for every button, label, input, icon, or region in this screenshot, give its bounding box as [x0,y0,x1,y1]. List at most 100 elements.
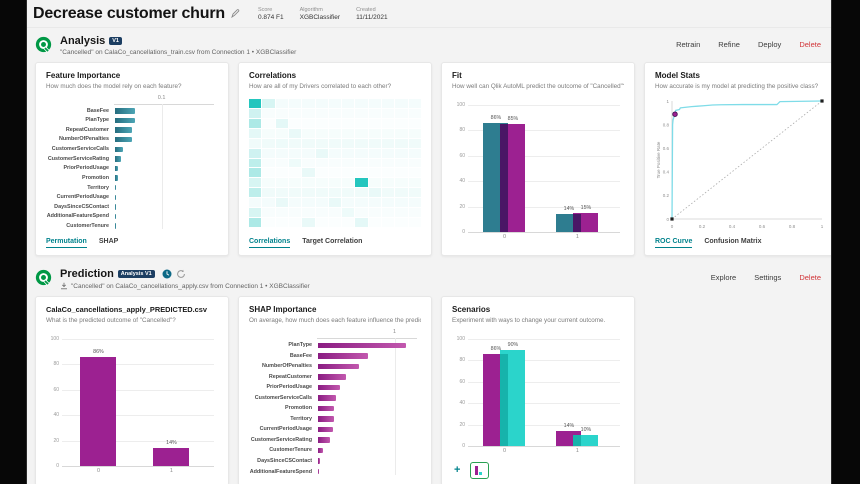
bar-currentperiodusage [318,426,333,433]
deploy-button[interactable]: Deploy [757,40,782,49]
heatmap-cell [368,128,382,138]
heatmap-cell [249,168,262,178]
edit-title-icon[interactable] [231,9,240,18]
retrain-button[interactable]: Retrain [676,40,701,49]
card-title: Fit [452,71,462,80]
tab-roc-curve[interactable]: ROC Curve [655,238,693,248]
svg-text:0.6: 0.6 [663,146,670,151]
roc-curve-chart: 0 0.2 0.4 0.6 0.8 1 0 0.2 0.4 0.6 0.8 1 True Positiv… [655,95,827,231]
bar-customerservicecalls [115,146,123,153]
tab-target-correlation[interactable]: Target Correlation [302,238,363,245]
heatmap-cell [302,138,315,148]
analysis-version-badge: V1 [109,36,122,46]
heatmap-cell [369,119,381,128]
heatmap-cell [262,168,274,177]
svg-text:1: 1 [666,99,669,104]
explore-button[interactable]: Explore [710,273,737,282]
card-title: CalaCo_cancellations_apply_PREDICTED.csv [46,305,208,314]
tab-correlations[interactable]: Correlations [249,238,291,248]
heatmap-cell [342,208,355,218]
gridline [468,232,620,233]
heatmap-cell [315,138,328,148]
page-title: Decrease customer churn [33,4,225,22]
heatmap-cell [275,198,288,208]
card-scenarios: Scenarios Experiment with ways to change… [441,296,635,484]
heatmap-cell [329,119,341,128]
download-icon[interactable] [60,282,68,290]
card-subtitle: What is the predicted outcome of "Cancel… [46,317,176,324]
heatmap-cell [382,159,394,168]
heatmap-cell [408,148,421,158]
feature-importance-chart: 0.1 BaseFee PlanType RepeatCustomer NumberOf… [46,95,218,231]
heatmap-cell [275,118,288,128]
y-tick-label: 60 [459,378,465,385]
heatmap-cell [262,198,275,208]
feature-label: CustomerTenure [66,222,109,229]
card-feature-importance: Feature Importance How much does the mod… [35,62,229,256]
heatmap-cell [342,119,354,128]
scenario-thumbnail[interactable] [470,462,490,479]
bar-priorperiodusage [318,384,341,391]
bar-promotion [115,175,119,181]
category-label: 1 [575,234,579,240]
heatmap-cell [262,208,274,217]
heatmap-cell [276,208,288,217]
prediction-cards-row: CalaCo_cancellations_apply_PREDICTED.csv… [27,294,831,484]
refresh-icon[interactable] [176,269,186,279]
gridline [62,339,214,340]
gridline [62,389,214,391]
gridline [161,104,163,229]
tab-confusion-matrix[interactable]: Confusion Matrix [704,238,762,245]
heatmap-cell [249,188,262,198]
settings-button[interactable]: Settings [754,273,782,282]
bar-value-label: 10% [580,427,592,434]
heatmap-cell [328,148,342,158]
tab-permutation[interactable]: Permutation [46,238,87,248]
analysis-section-header: Analysis V1 "Cancelled" on CalaCo_cancel… [27,28,831,60]
y-tick-label: 0 [462,229,465,235]
correlations-tabs: Correlations Target Correlation [249,238,362,248]
heatmap-cell [382,148,395,158]
schedule-icon[interactable] [162,269,172,279]
feature-label: CustomerServiceRating [250,436,312,443]
heatmap-cell [395,208,407,217]
feature-label: RepeatCustomer [268,373,312,380]
heatmap-cell [409,218,421,227]
heatmap-cell [288,158,302,168]
heatmap-cell [329,159,341,168]
heatmap-cell [262,138,275,148]
heatmap-cell [249,218,262,227]
feature-label: Promotion [285,405,312,412]
tab-shap[interactable]: SHAP [98,238,119,245]
feature-label: PlanType [85,117,109,124]
bar-repeatcustomer [318,374,346,380]
delete-button[interactable]: Delete [799,40,821,49]
category-label: 0 [502,448,506,454]
add-scenario-button[interactable]: + [454,464,461,476]
x-axis [317,338,417,339]
heatmap-cell [342,159,354,168]
delete-button[interactable]: Delete [799,273,821,282]
x-tick-label: 1 [392,329,397,335]
feature-label: BaseFee [86,107,109,114]
heatmap-cell [408,99,421,108]
heatmap-cell [395,159,407,168]
gridline [468,403,620,405]
feature-label: RepeatCustomer [65,126,109,133]
feature-label: AdditionalFeatureSpend [249,468,312,475]
heatmap-cell [395,218,407,227]
heatmap-cell [275,128,288,138]
category-label: 1 [169,468,173,474]
heatmap-cell [408,178,421,188]
heatmap-grid [249,99,421,227]
thumb-bar-magenta [475,466,479,475]
heatmap-cell [315,188,328,198]
y-tick-label: 20 [459,421,465,428]
heatmap-cell [316,159,328,168]
meta-created: Created 11/11/2021 [356,6,388,21]
y-tick-label: 80 [459,357,465,364]
bar-repeatcustomer [115,127,133,133]
heatmap-cell [289,109,301,118]
refine-button[interactable]: Refine [718,40,740,49]
svg-text:0.8: 0.8 [789,224,796,229]
